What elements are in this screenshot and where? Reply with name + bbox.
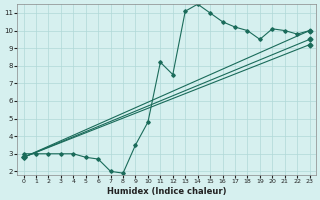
X-axis label: Humidex (Indice chaleur): Humidex (Indice chaleur) [107,187,226,196]
